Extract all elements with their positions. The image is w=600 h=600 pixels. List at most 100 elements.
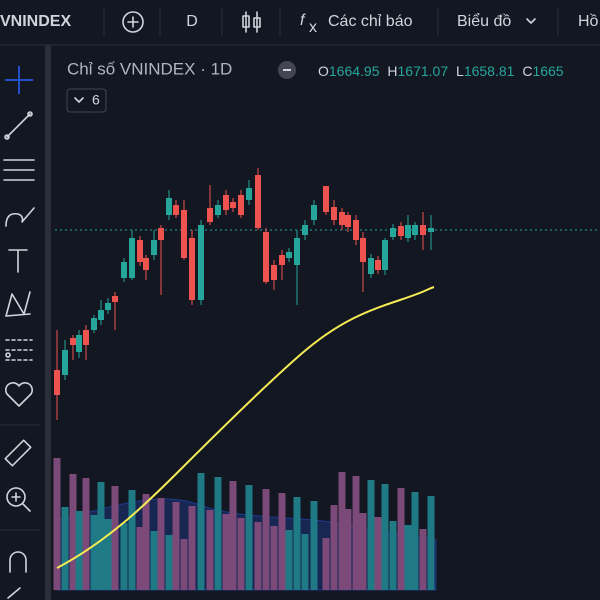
top-bar [0,0,600,45]
volume-bar [404,525,412,590]
brush-tool[interactable] [5,207,35,227]
zoom-tool[interactable] [6,487,31,512]
candle-body [105,303,111,310]
volume-bar [229,481,237,590]
volume-bar [120,523,128,590]
symbol[interactable]: VNINDEX [0,13,71,30]
candle-body [143,258,149,270]
volume-bar [411,492,419,590]
candle-body [339,212,345,225]
favorites-tool[interactable] [4,382,34,407]
volume-bar [397,488,405,590]
pattern-tool[interactable] [5,291,31,317]
candle-body [255,175,261,228]
volume-bar [389,521,397,590]
candle-body [271,265,277,280]
volume-bar [293,497,301,590]
candle-body [76,335,82,352]
low-value: 1658.81 [464,63,515,79]
volume-bar [97,482,105,590]
volume-bar [254,522,262,590]
candle-body [189,238,195,300]
volume-bar [344,509,352,590]
candle-body [412,225,418,235]
magnet-tool[interactable] [9,551,27,573]
crosshair-tool[interactable] [5,66,33,94]
chart-type-menu[interactable]: Biểu đồ [457,12,536,30]
candle-body [70,338,76,345]
candle-body [54,370,60,395]
high-value: 1671.07 [398,63,449,79]
hide-button[interactable] [278,61,296,79]
volume-bar [128,490,136,590]
candle-body [375,260,381,270]
candle-body [62,350,68,375]
open-label: O [318,63,329,79]
candle-body [398,226,404,236]
candle-body [428,228,434,232]
volume-bar [104,519,112,590]
candle-body [198,225,204,300]
volume-bar [301,534,309,590]
volume-bar [142,494,150,590]
candle-body [173,205,179,215]
interval[interactable]: D [186,13,198,30]
candle-body [230,202,236,208]
prediction-tool[interactable] [5,339,33,361]
volume-bar [237,518,245,590]
chevron [526,18,536,24]
candle-type-button[interactable] [242,11,261,33]
candle-body [166,198,172,215]
volume-bar [69,474,77,590]
volume-bar [82,478,90,590]
candle-body [368,258,374,274]
candle-body [238,195,244,215]
add-compare-button[interactable] [122,11,144,33]
candle-body [420,225,426,235]
fx-icon: x [309,19,317,36]
candle-body [360,238,366,262]
volume-bar [157,498,165,590]
candle-body [137,240,143,262]
fx-icon: f [300,12,306,29]
candle-body [353,220,359,240]
high-label: H [387,63,397,79]
volume-bar [419,529,427,590]
moving-average [56,286,435,569]
lock-tool[interactable] [7,587,21,599]
candle-body [121,262,127,278]
candle-body [215,205,221,215]
menu-item[interactable]: Hồ [578,13,599,30]
indicator-toggle[interactable]: 6 [66,88,107,113]
close-value: 1665 [532,63,563,79]
candle-body [112,296,118,302]
candle-body [345,215,351,227]
candle-body [91,318,97,330]
volume-bar [322,538,330,590]
candle-body [331,207,337,220]
candle-body [405,225,411,238]
candle-body [390,228,396,237]
measure-tool[interactable] [4,439,32,467]
volume-bar [111,486,119,590]
candle-body [263,232,269,282]
trendline-tool[interactable] [4,111,33,140]
volume-bar [150,531,158,590]
volume-bar [90,515,98,590]
candle-body [302,225,308,235]
volume-bar [352,476,360,590]
volume-bar [245,485,253,590]
volume-bar [180,539,188,590]
volume-bar [359,513,367,590]
volume-bar [262,489,270,590]
volume-bar [310,501,318,590]
indicator-count: 6 [92,92,100,108]
volume-bar [206,510,214,590]
candle-body [151,240,157,255]
text-tool[interactable] [8,249,28,273]
indicators-button[interactable]: f x Các chỉ báo [300,12,413,36]
ohlc-legend: O1664.95 H1671.07 L1658.81 C1665 [318,63,564,79]
volume-bar [165,535,173,590]
fib-tool[interactable] [3,159,35,181]
volume-bar [197,473,205,590]
